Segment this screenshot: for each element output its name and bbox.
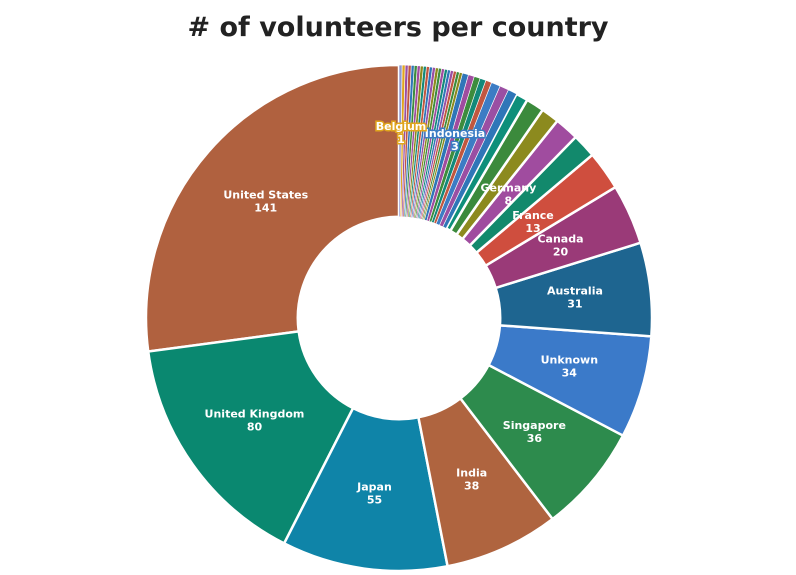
- slice-united-states: [144, 63, 401, 353]
- slice-label-germany: Germany 8: [480, 182, 536, 208]
- donut-labels: United States 141 United Kingdom 80 Japan 55 I…: [205, 119, 603, 507]
- slice-unknown: [486, 323, 653, 438]
- slice-label-singapore: Singapore 36: [503, 419, 566, 445]
- slice-other-14: [442, 89, 517, 229]
- slice-label-france: France 13: [512, 209, 553, 235]
- slice-label-belgium: Belgium 1: [376, 120, 427, 146]
- slice-japan: [282, 406, 450, 573]
- slice-label-canada: Canada 20: [537, 232, 583, 258]
- slice-label-india: India 38: [456, 466, 487, 492]
- donut-slices: [144, 63, 654, 573]
- slice-label-united-states: United States 141: [223, 188, 308, 214]
- slice-label-united-kingdom: United Kingdom 80: [205, 407, 305, 433]
- slice-canada: [483, 185, 643, 290]
- slice-label-unknown: Unknown 34: [541, 354, 598, 380]
- slice-indonesia: [435, 82, 501, 226]
- slice-other-42: [398, 64, 403, 218]
- slice-label-japan: Japan 55: [356, 480, 392, 506]
- slice-france: [474, 153, 618, 268]
- slice-singapore: [458, 363, 625, 521]
- slice-india: [416, 396, 555, 568]
- slice-other-15: [439, 85, 509, 228]
- slice-label-indonesia: Indonesia 3: [425, 127, 485, 153]
- slice-label-australia: Australia 31: [547, 285, 603, 311]
- slice-australia: [494, 241, 654, 338]
- slice-other-13: [444, 92, 529, 233]
- chart-title: # of volunteers per country: [187, 12, 609, 43]
- slice-united-kingdom: [146, 330, 355, 546]
